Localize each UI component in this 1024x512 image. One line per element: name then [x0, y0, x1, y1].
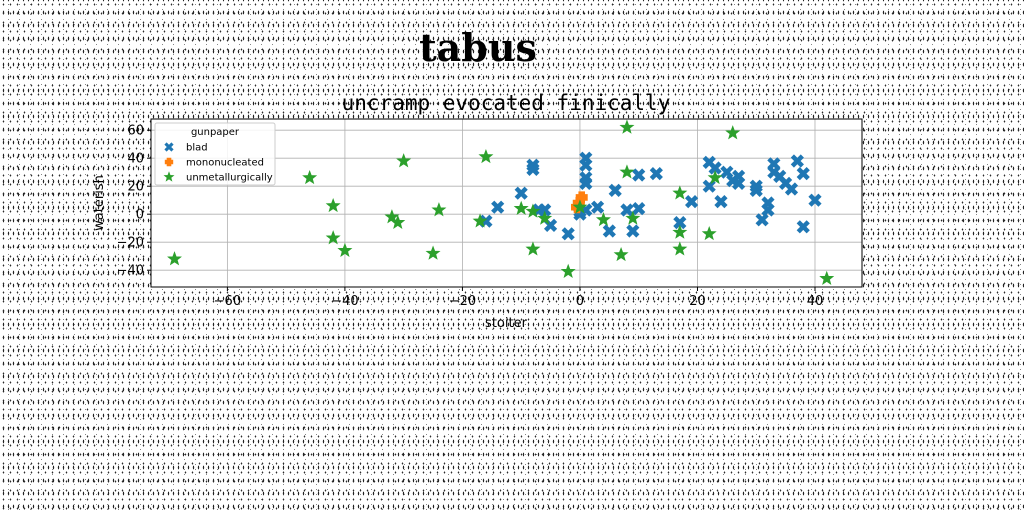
- blad-point: [579, 158, 593, 172]
- y-tick-label: 0: [136, 208, 144, 223]
- unmetallurgically-point: [325, 230, 341, 245]
- blad-point: [685, 195, 699, 209]
- blad-point: [632, 202, 646, 216]
- unmetallurgically-point: [819, 270, 835, 285]
- x-axis-label: stoiter: [485, 316, 528, 331]
- blad-point: [620, 203, 634, 217]
- blad-point: [761, 203, 775, 217]
- x-tick-label: 20: [689, 294, 706, 309]
- blad-point: [632, 168, 646, 182]
- y-tick-label: 60: [127, 124, 144, 139]
- blad-point: [702, 179, 716, 193]
- x-tick-label: −60: [214, 294, 241, 309]
- unmetallurgically-point: [625, 210, 641, 225]
- x-tick-label: −20: [449, 294, 476, 309]
- blad-point: [714, 195, 728, 209]
- x-tick-label: 0: [576, 294, 584, 309]
- unmetallurgically-point: [337, 242, 353, 257]
- legend: gunpaper blad mononucleated unmetallurgica…: [154, 122, 276, 186]
- unmetallurgically-point: [525, 203, 541, 218]
- series-blad: [479, 151, 822, 241]
- blad-point: [491, 200, 505, 214]
- blad-point: [626, 224, 640, 238]
- x-tick-label: −40: [331, 294, 358, 309]
- blad-point: [796, 167, 810, 181]
- unmetallurgically-point: [431, 202, 447, 217]
- unmetallurgically-point: [302, 169, 318, 185]
- unmetallurgically-point: [672, 185, 688, 200]
- y-tick-label: −40: [117, 264, 144, 279]
- blad-point: [767, 157, 781, 171]
- blad-point: [808, 193, 822, 207]
- unmetallurgically-point: [595, 211, 611, 227]
- blad-point: [796, 220, 810, 234]
- unmetallurgically-point: [701, 225, 717, 241]
- unmetallurgically-point: [513, 200, 529, 215]
- blad-point: [579, 176, 593, 190]
- data-points: [167, 119, 835, 285]
- blad-point: [649, 167, 663, 181]
- mononucleated-point: [575, 191, 588, 204]
- unmetallurgically-point: [384, 209, 400, 224]
- unmetallurgically-point: [725, 125, 741, 140]
- unmetallurgically-point: [537, 210, 553, 225]
- y-tick-label: 40: [127, 152, 144, 167]
- y-tick-label: −20: [117, 236, 144, 251]
- blad-point: [608, 183, 622, 197]
- blad-point: [708, 161, 722, 175]
- unmetallurgically-point: [390, 214, 406, 229]
- unmetallurgically-point: [425, 245, 441, 260]
- blad-point: [602, 224, 616, 238]
- blad-point: [590, 200, 605, 214]
- legend-marker-mononucleated: [164, 157, 174, 167]
- legend-label: unmetallurgically: [186, 173, 273, 184]
- axis-ticks: −60 −40 −20 0 20 40 −40 −20 0 20 40 60: [117, 124, 824, 309]
- blad-point: [538, 203, 552, 217]
- unmetallurgically-point: [672, 224, 688, 239]
- plot-frame: [150, 118, 863, 288]
- y-axis-label: waterish: [92, 175, 107, 231]
- legend-entries: blad mononucleated unmetallurgically: [163, 142, 273, 184]
- blad-point: [526, 162, 540, 176]
- blad-point: [755, 213, 769, 227]
- x-tick-label: 40: [807, 294, 824, 309]
- legend-label: mononucleated: [186, 158, 264, 169]
- series-unmetallurgically: [167, 119, 835, 285]
- blad-point: [790, 154, 804, 168]
- unmetallurgically-point: [396, 153, 412, 168]
- unmetallurgically-point: [325, 197, 341, 213]
- unmetallurgically-point: [478, 148, 494, 164]
- unmetallurgically-point: [572, 199, 588, 214]
- unmetallurgically-point: [619, 164, 635, 179]
- unmetallurgically-point: [672, 241, 688, 256]
- legend-box: [154, 122, 276, 186]
- legend-marker-blad: [164, 142, 174, 152]
- unmetallurgically-point: [619, 119, 635, 134]
- legend-title: gunpaper: [191, 127, 240, 138]
- blad-point: [784, 182, 799, 196]
- blad-point: [732, 169, 746, 183]
- blad-point: [749, 179, 763, 193]
- unmetallurgically-point: [472, 213, 488, 228]
- unmetallurgically-point: [167, 251, 182, 266]
- blad-point: [514, 186, 528, 200]
- unmetallurgically-point: [560, 263, 576, 278]
- chart-title: uncramp evocated finically: [342, 91, 671, 115]
- unmetallurgically-point: [525, 241, 541, 256]
- legend-marker-unmetallurgically: [163, 171, 175, 182]
- unmetallurgically-point: [613, 246, 629, 262]
- legend-label: blad: [186, 143, 208, 154]
- blad-point: [561, 227, 575, 241]
- blad-point: [673, 216, 687, 230]
- y-tick-label: 20: [127, 180, 144, 195]
- figure-suptitle: tabus: [419, 25, 537, 70]
- unmetallurgically-point: [707, 169, 723, 185]
